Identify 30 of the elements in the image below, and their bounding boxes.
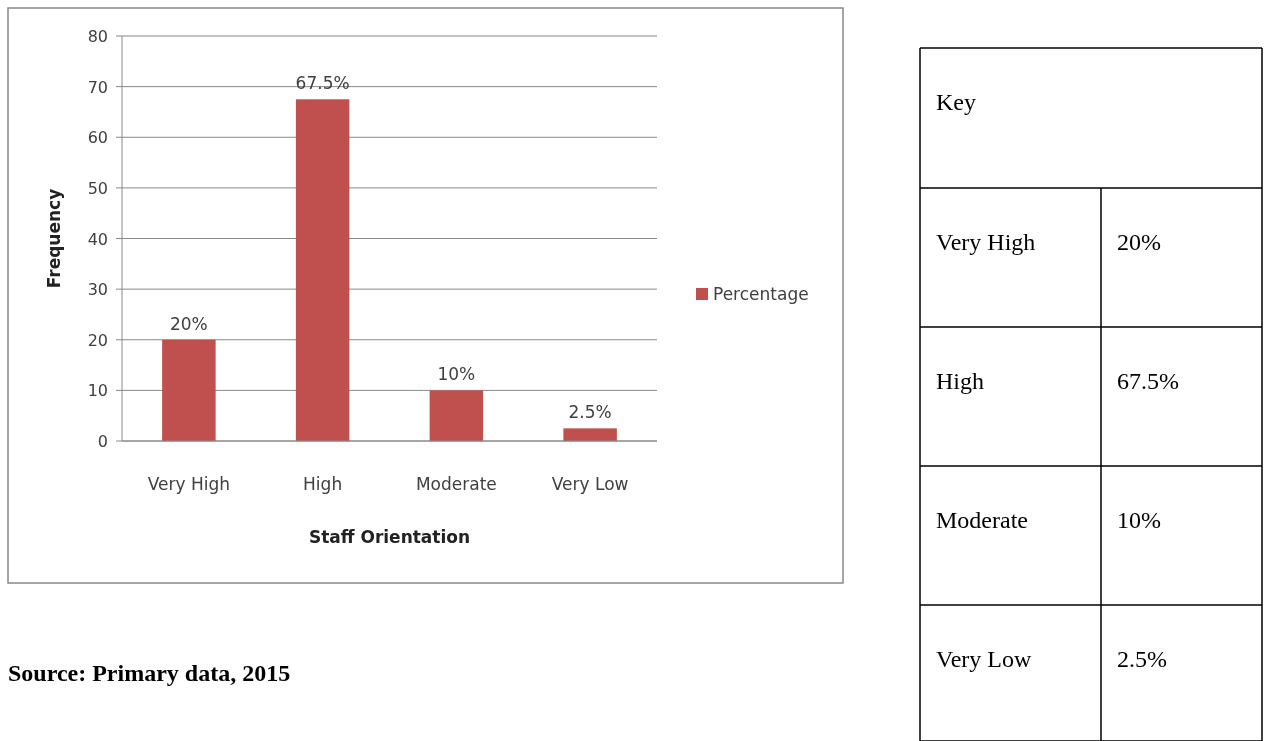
x-axis-title: Staff Orientation bbox=[308, 527, 471, 547]
text: Key bbox=[936, 89, 976, 115]
x-tick-label: Very Low bbox=[551, 474, 629, 494]
y-tick-label: 10 bbox=[87, 381, 108, 401]
x-tick-label: Very High bbox=[147, 474, 231, 494]
y-tick-label: 80 bbox=[87, 27, 108, 46]
y-tick-label: 40 bbox=[87, 229, 108, 249]
category-label: Moderate bbox=[936, 507, 1028, 533]
text: 67.5% bbox=[1117, 368, 1179, 394]
category-label: Very High bbox=[936, 229, 1036, 255]
category-label: Very Low bbox=[936, 646, 1032, 672]
y-tick-label: 70 bbox=[87, 77, 108, 97]
y-tick-label: 60 bbox=[87, 128, 108, 148]
y-tick-label: 50 bbox=[87, 178, 108, 198]
y-tick-label: 0 bbox=[97, 432, 108, 451]
data-label: 10% bbox=[437, 364, 476, 385]
data-label: 2.5% bbox=[568, 402, 612, 423]
x-tick-label: High bbox=[303, 474, 343, 494]
text: 20% bbox=[1117, 229, 1161, 255]
data-label: 20% bbox=[169, 313, 208, 334]
text: 10% bbox=[1117, 507, 1161, 533]
source-note: Source: Primary data, 2015 bbox=[8, 660, 291, 686]
y-tick-label: 30 bbox=[87, 280, 108, 300]
data-label: 67.5% bbox=[295, 73, 350, 94]
y-axis-title: Frequency bbox=[44, 188, 64, 289]
text: 2.5% bbox=[1117, 646, 1167, 672]
y-tick-label: 20 bbox=[87, 330, 108, 350]
legend-label: Percentage bbox=[713, 284, 809, 304]
category-label: High bbox=[936, 368, 984, 394]
x-tick-label: Moderate bbox=[415, 474, 497, 494]
